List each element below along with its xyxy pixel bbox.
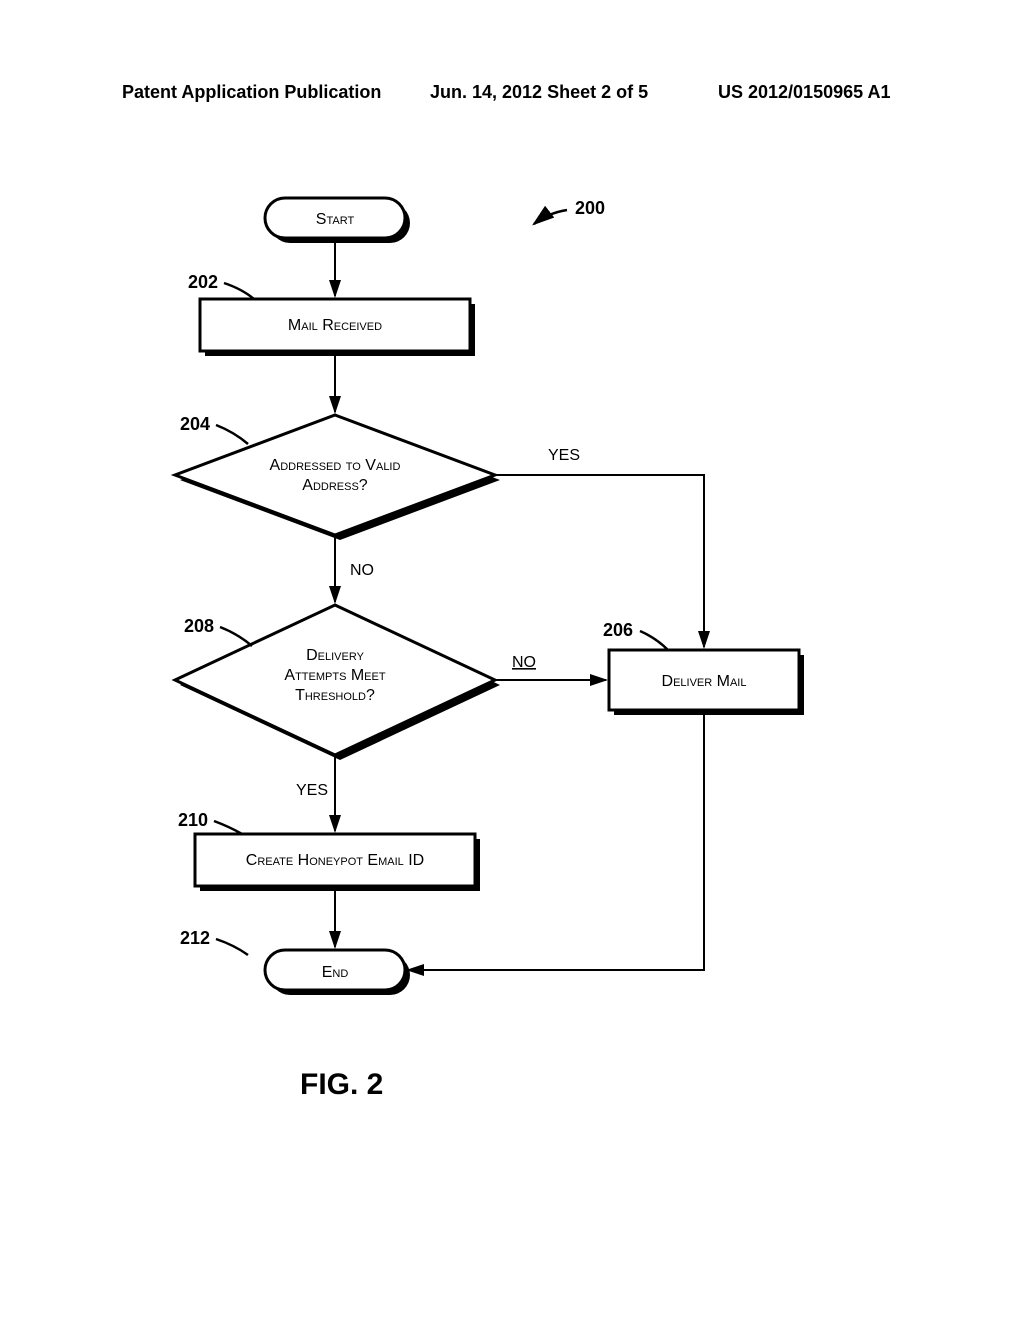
node-start: Start (265, 198, 410, 243)
yes1-label: YES (548, 447, 580, 464)
page: Patent Application Publication Jun. 14, … (0, 0, 1024, 1320)
ref-212-lead (216, 939, 248, 955)
yes2-label: YES (296, 782, 328, 799)
no1-label: NO (350, 562, 374, 579)
ref-202-lead (224, 283, 254, 299)
thresh-label1: Delivery (306, 647, 364, 664)
edge-valid-yes (495, 475, 704, 647)
ref-202: 202 (188, 272, 218, 292)
node-deliver-mail: Deliver Mail (609, 650, 804, 715)
deliver-label: Deliver Mail (662, 673, 747, 690)
ref-204-lead (216, 425, 248, 444)
ref-206: 206 (603, 620, 633, 640)
valid-label2: Address? (302, 477, 368, 494)
valid-label1: Addressed to Valid (270, 457, 401, 474)
figure-title: FIG. 2 (300, 1068, 383, 1102)
thresh-label2: Attempts Meet (284, 667, 385, 684)
ref-206-lead (640, 631, 668, 650)
no2-label: NO (512, 654, 536, 671)
start-label: Start (316, 211, 355, 228)
ref-200: 200 (575, 198, 605, 218)
ref-210: 210 (178, 810, 208, 830)
node-valid-address: Addressed to Valid Address? (175, 415, 500, 540)
thresh-label3: Threshold? (295, 687, 375, 704)
ref-208-lead (220, 627, 252, 646)
end-label: End (322, 964, 349, 981)
ref-212: 212 (180, 928, 210, 948)
node-create-id: Create Honeypot Email ID (195, 834, 480, 891)
ref-200-arrow (534, 210, 567, 224)
ref-204: 204 (180, 414, 210, 434)
node-end: End (265, 950, 410, 995)
ref-208: 208 (184, 616, 214, 636)
flowchart-svg: Start Mail Received Addressed to Valid A… (0, 0, 1024, 1320)
mail-received-label: Mail Received (288, 317, 382, 334)
node-mail-received: Mail Received (200, 299, 475, 356)
create-label: Create Honeypot Email ID (246, 852, 424, 869)
ref-210-lead (214, 821, 242, 834)
